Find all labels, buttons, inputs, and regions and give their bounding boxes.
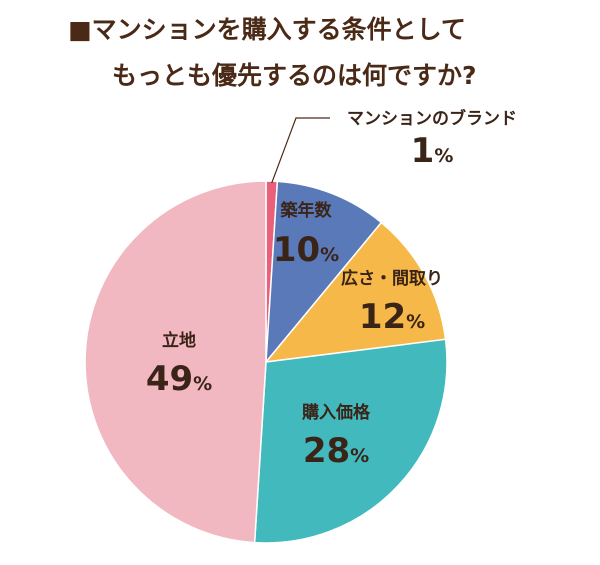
leader-line — [271, 117, 330, 184]
slice-label-4: 立地 — [162, 330, 196, 351]
slice-label-1: 築年数 — [280, 200, 333, 221]
slice-value-2: 12% — [359, 297, 425, 337]
slice-label-0: マンションのブランド — [347, 108, 517, 129]
slice-value-1: 10% — [273, 230, 339, 270]
slice-value-3: 28% — [303, 431, 369, 471]
pie-slice-2 — [264, 221, 447, 363]
pie-slice-4 — [84, 180, 267, 544]
slice-label-2: 広さ・間取り — [341, 268, 443, 289]
slice-value-0: 1% — [411, 131, 454, 171]
slice-value-4: 49% — [146, 359, 212, 399]
pie-slice-3 — [253, 338, 448, 544]
chart-title-line-1: ■マンションを購入する条件として — [68, 15, 466, 44]
chart-title-line-2: もっとも優先するのは何ですか? — [112, 61, 477, 90]
pie-slices — [84, 180, 448, 544]
pie-slice-1 — [265, 180, 383, 365]
slice-label-3: 購入価格 — [302, 402, 371, 423]
